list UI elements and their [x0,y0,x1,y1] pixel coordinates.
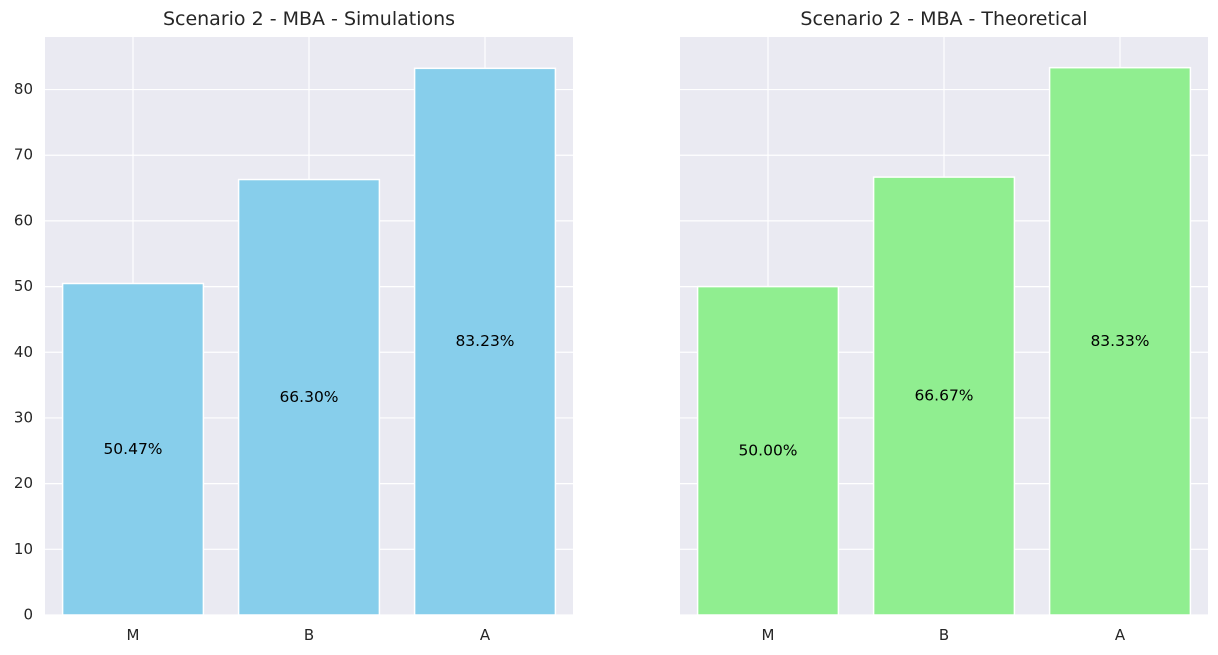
bar-B [237,178,381,616]
chart-title: Scenario 2 - MBA - Simulations [163,8,455,30]
x-tick-label: A [480,626,491,644]
y-tick-label: 70 [14,146,33,164]
y-tick-label: 50 [14,277,33,295]
bar-value-label: 66.67% [914,387,973,405]
y-tick-label: 10 [14,540,33,558]
x-tick-label: B [939,626,949,644]
x-tick-label: B [304,626,314,644]
chart-title: Scenario 2 - MBA - Theoretical [800,8,1087,30]
bar-value-label: 83.23% [455,332,514,350]
x-tick-label: M [127,626,140,644]
chart-panel-1: 50.47% 66.30% 83.23% M B A 0 10 20 30 40 50 60 70 80 Sc… [14,8,573,644]
bar-M [696,285,840,616]
bar-value-label: 50.47% [103,440,162,458]
bar-A [1048,66,1192,616]
bar-M [61,282,205,616]
y-tick-label: 60 [14,211,33,229]
bar-B [872,176,1016,616]
x-tick-label: M [762,626,775,644]
y-tick-label: 20 [14,474,33,492]
bar-A [413,67,557,616]
x-tick-label: A [1115,626,1126,644]
chart-panel-2: 50.00% 66.67% 83.33% M B A Scenario 2 - MBA - … [680,8,1208,644]
y-tick-label: 0 [23,606,33,624]
bar-value-label: 83.33% [1090,332,1149,350]
bar-value-label: 66.30% [279,388,338,406]
y-tick-label: 30 [14,408,33,426]
y-tick-label: 80 [14,80,33,98]
bar-value-label: 50.00% [738,441,797,459]
y-tick-label: 40 [14,343,33,361]
